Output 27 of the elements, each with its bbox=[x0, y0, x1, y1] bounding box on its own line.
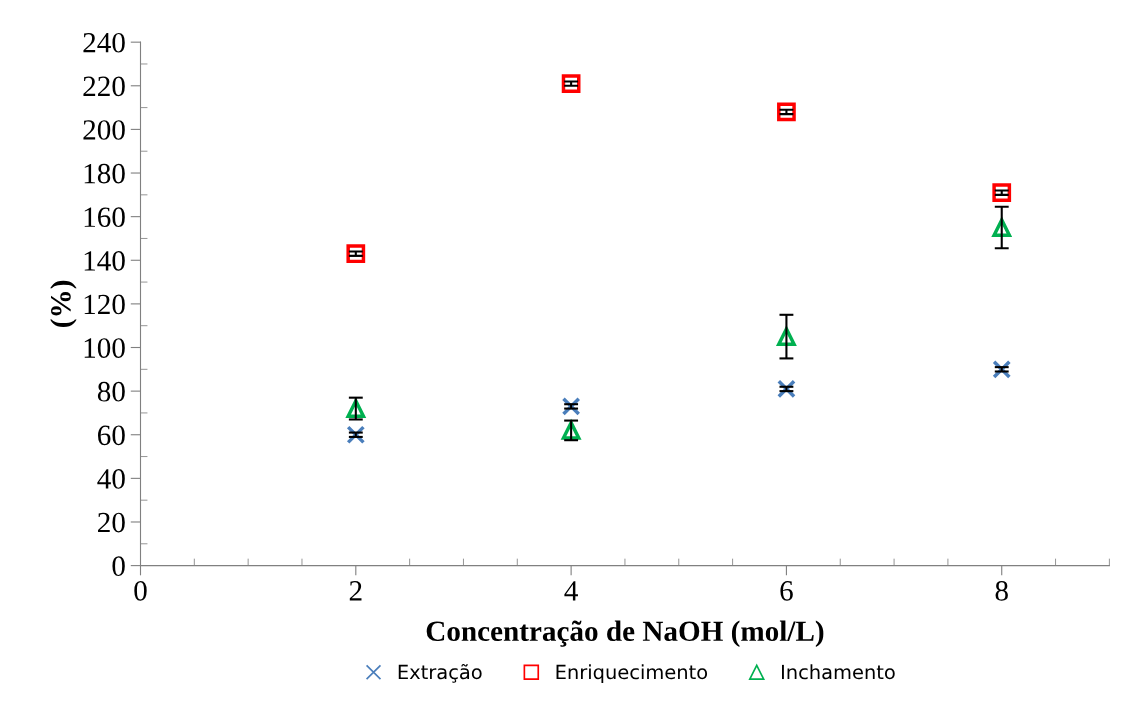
y-tick-label: 120 bbox=[84, 294, 125, 315]
y-tick-label: 180 bbox=[84, 163, 125, 184]
y-tick-label: 220 bbox=[83, 76, 125, 97]
y-tick-label: 140 bbox=[84, 250, 125, 271]
x-tick-label: 2 bbox=[349, 581, 362, 601]
y-tick-label: 240 bbox=[83, 32, 125, 53]
y-tick-label: 0 bbox=[112, 556, 125, 577]
point bbox=[992, 183, 1012, 203]
x-tick-label: 4 bbox=[564, 581, 578, 601]
x-tick-label: 6 bbox=[780, 581, 793, 601]
legend-label: Enriquecimento bbox=[556, 664, 708, 684]
y-tick-label: 100 bbox=[84, 338, 125, 358]
legend-label: Extração bbox=[398, 663, 482, 683]
point bbox=[777, 102, 796, 122]
x-tick-label: 8 bbox=[995, 581, 1008, 601]
point bbox=[561, 74, 581, 93]
y-tick-label: 200 bbox=[83, 120, 125, 140]
x-tick-label: 0 bbox=[134, 581, 147, 601]
y-tick-label: 40 bbox=[97, 469, 125, 489]
y-tick-label: 80 bbox=[97, 381, 125, 402]
point bbox=[346, 244, 366, 264]
y-axis-title: (%) bbox=[50, 280, 77, 327]
y-tick-label: 20 bbox=[98, 512, 125, 533]
x-axis-title: Concentração de NaOH (mol/L) bbox=[426, 620, 824, 648]
y-tick-label: 60 bbox=[98, 425, 125, 446]
legend-label: Inchamento bbox=[781, 664, 895, 680]
y-tick-label: 160 bbox=[84, 207, 125, 228]
